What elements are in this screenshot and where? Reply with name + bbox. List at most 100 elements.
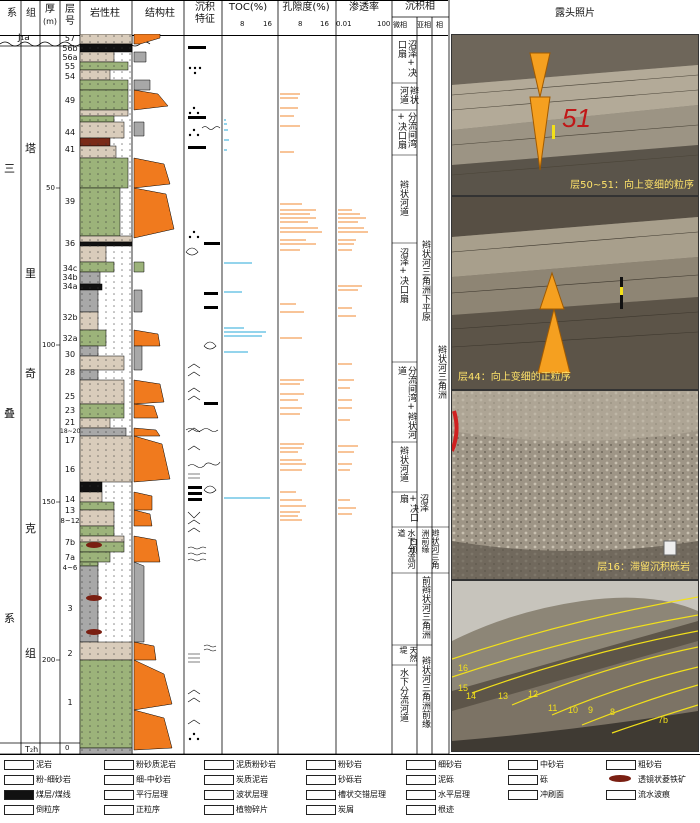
legend-label-1-5: 砾 [540, 775, 548, 784]
depth-50: 50 [46, 184, 55, 192]
bed-8-12: 8~12 [60, 517, 80, 525]
sub-facies-4: 辫状河三角洲前缘 [420, 656, 430, 728]
depth-100: 100 [42, 341, 56, 349]
bed-56b: 56b [62, 44, 78, 53]
legend-label-0-5: 中砂岩 [540, 760, 564, 769]
legend-symbol-3-0 [4, 805, 34, 815]
bed-34c: 34c [62, 264, 78, 273]
bed-7b: 7b [64, 538, 76, 547]
legend-symbol-2-6 [606, 790, 636, 800]
bed-36: 36 [64, 239, 76, 248]
outcrop-photo-2: 层44：向上变细的正粒序 [451, 196, 699, 390]
bed-44: 44 [64, 128, 76, 137]
bed-3: 3 [67, 604, 73, 613]
legend-symbol-2-4 [406, 790, 436, 800]
micro-facies-10: 口坝 [409, 538, 418, 554]
bed-55: 55 [64, 62, 76, 71]
legend-label-0-1: 粉砂质泥岩 [136, 760, 176, 769]
bed-32b: 32b [62, 313, 78, 322]
legend-label-1-1: 细-中砂岩 [136, 775, 171, 784]
photo4-label-14: 14 [466, 691, 476, 701]
system-char-3: 系 [4, 612, 15, 625]
system-char-1: 三 [4, 162, 15, 175]
lithology-and-texture-columns [80, 34, 175, 754]
legend-label-2-3: 槽状交错层理 [338, 790, 386, 799]
photo-caption-2: 层44：向上变细的正粒序 [458, 372, 571, 383]
header-thickness: 厚 (m) [42, 4, 58, 26]
header-sed: 沉积 特征 [195, 2, 215, 25]
toc-tick-8: 8 [240, 20, 245, 28]
legend-label-1-0: 粉-细砂岩 [36, 775, 71, 784]
legend-symbol-0-3 [306, 760, 336, 770]
header-toc: TOC(%) [228, 2, 268, 13]
legend-label-0-2: 泥质粉砂岩 [236, 760, 276, 769]
legend-symbol-1-5 [508, 775, 538, 785]
legend-symbol-3-2 [204, 805, 234, 815]
photo1-bed-label: 51 [562, 103, 591, 133]
photo-caption-1: 层50~51：向上变细的粒序 [570, 180, 694, 191]
legend-symbol-1-0 [4, 775, 34, 785]
legend-symbol-2-2 [204, 790, 234, 800]
legend-symbol-0-5 [508, 760, 538, 770]
micro-facies-9: 水下分流河道 [397, 529, 416, 569]
bed-30: 30 [64, 350, 76, 359]
legend-symbol-2-3 [306, 790, 336, 800]
bed-56a: 56a [62, 53, 78, 62]
header-micro: 微相 [393, 21, 407, 29]
photo4-label-7b: 7b [658, 715, 668, 725]
bed-21: 21 [64, 418, 76, 427]
legend-label-1-2: 炭质泥岩 [236, 775, 268, 784]
photo-caption-3: 层16：滞留沉积砾岩 [597, 562, 690, 573]
depth-0: 0 [65, 744, 70, 752]
header-photos: 露头照片 [555, 8, 595, 19]
legend-symbol-1-1 [104, 775, 134, 785]
legend-label-1-4: 泥砾 [438, 775, 454, 784]
legend-symbol-2-1 [104, 790, 134, 800]
legend-label-0-4: 细砂岩 [438, 760, 462, 769]
legend-symbol-1-2 [204, 775, 234, 785]
bed-16: 16 [64, 465, 76, 474]
bed-7a: 7a [65, 553, 75, 562]
legend-symbol-3-3 [306, 805, 336, 815]
legend-symbol-0-2 [204, 760, 234, 770]
micro-facies-8: 沼泽+决口扇 [398, 494, 428, 522]
perm-tick-low: 0.01 [336, 20, 352, 28]
bed-41: 41 [64, 145, 76, 154]
legend-label-2-1: 平行层理 [136, 790, 168, 799]
bed-39: 39 [64, 197, 76, 206]
legend-label-0-3: 粉砂岩 [338, 760, 362, 769]
legend-label-2-0: 煤层/煤线 [36, 790, 71, 799]
legend-label-0-6: 粗砂岩 [638, 760, 662, 769]
micro-facies-6: 分流间湾+辫状河道 [396, 366, 416, 439]
formation-char-3: 奇 [25, 367, 36, 380]
sub-facies-3: 前辫状河三角洲 [420, 576, 430, 639]
legend-label-2-2: 波状层理 [236, 790, 268, 799]
header-bed: 层号 [65, 4, 75, 27]
header-main: 相 [436, 21, 443, 29]
main-facies: 辫状河三角洲 [436, 345, 446, 399]
legend-symbol-1-6 [606, 775, 634, 783]
header-formation: 组 [26, 8, 36, 19]
header-system: 系 [7, 8, 17, 19]
por-tick-8: 8 [298, 20, 303, 28]
legend-label-2-5: 冲刷面 [540, 790, 564, 799]
header-porosity: 孔隙度(%) [282, 2, 330, 13]
bottom-unit-label: T₂h [25, 745, 39, 754]
sub-facies-1: 辫状河三角洲下平原 [420, 240, 430, 321]
formation-char-4: 克 [25, 522, 36, 535]
log-curves [224, 93, 368, 521]
bed-18-20: 18~20 [60, 428, 81, 435]
header-texture: 结构柱 [145, 8, 175, 19]
photo4-label-16: 16 [458, 663, 468, 673]
legend-label-2-4: 水平层理 [438, 790, 470, 799]
legend-symbol-3-4 [406, 805, 436, 815]
perm-tick-high: 100 [377, 20, 391, 28]
micro-facies-4: 辫状河道 [398, 180, 408, 216]
micro-facies-12: 水下分流河道 [398, 668, 408, 722]
legend-symbol-0-0 [4, 760, 34, 770]
bed-13: 13 [64, 506, 76, 515]
photo4-label-15: 15 [458, 683, 468, 693]
bed-57: 57 [64, 34, 76, 43]
bed-25: 25 [64, 392, 76, 401]
outcrop-photo-4: 16 15 14 13 12 11 10 9 8 7b [451, 580, 699, 752]
